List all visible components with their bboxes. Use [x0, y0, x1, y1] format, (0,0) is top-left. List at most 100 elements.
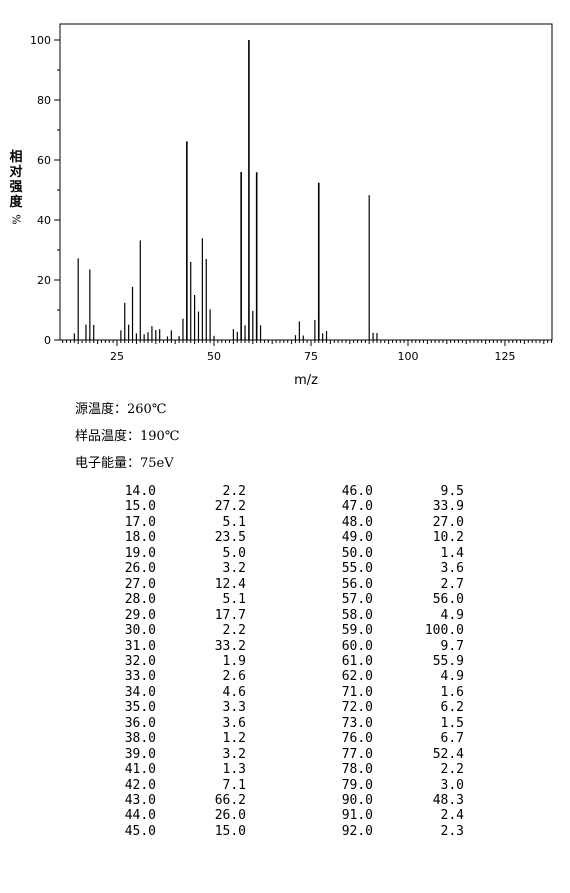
peak-intensity: 1.2: [222, 731, 246, 747]
peak-mz: 18.0: [124, 530, 156, 546]
peak-table-row: 56.0 2.7: [0, 577, 570, 592]
peak-intensity: 2.6: [222, 669, 246, 685]
peak-mz: 58.0: [341, 607, 373, 623]
peak-mz: 72.0: [341, 700, 373, 716]
peak-intensity: 9.7: [440, 638, 464, 654]
peak-mz: 78.0: [341, 762, 373, 778]
peak-table-row: 47.0 33.9: [0, 499, 570, 514]
peak-table-row: 77.0 52.4: [0, 747, 570, 762]
peak-intensity: 3.2: [222, 561, 246, 577]
peak-table-row: 35.0 3.3: [0, 700, 570, 715]
y-axis-label-unit: %: [9, 214, 23, 225]
sample-temperature: 样品温度：190℃: [75, 429, 180, 444]
peak-intensity: 4.9: [440, 669, 464, 685]
peak-intensity: 66.2: [214, 793, 246, 808]
peak-mz: 19.0: [124, 545, 156, 561]
peak-mz: 26.0: [124, 561, 156, 577]
peak-table-row: 90.0 48.3: [0, 793, 570, 808]
peak-intensity: 6.2: [440, 700, 464, 716]
y-tick-label: 80: [37, 94, 51, 107]
peak-intensity: 3.3: [222, 700, 246, 716]
peak-mz: 33.0: [124, 669, 156, 685]
peak-table-row: 73.0 1.5: [0, 716, 570, 731]
peak-mz: 29.0: [124, 607, 156, 623]
peak-intensity: 27.2: [214, 499, 246, 515]
peak-intensity: 1.5: [440, 715, 464, 731]
peak-table-row: 15.0 27.2: [0, 499, 570, 514]
peak-mz: 90.0: [341, 793, 373, 808]
y-tick-label: 0: [44, 334, 51, 347]
peak-mz: 14.0: [124, 484, 156, 499]
peak-intensity: 2.2: [222, 484, 246, 499]
y-tick-label: 40: [37, 214, 51, 227]
peak-intensity: 48.3: [432, 793, 464, 808]
peak-table-row: 39.0 3.2: [0, 747, 570, 762]
peak-mz: 59.0: [341, 623, 373, 639]
y-axis-label-char: 度: [9, 195, 23, 210]
peak-intensity: 9.5: [440, 484, 464, 499]
peak-table-row: 41.0 1.3: [0, 762, 570, 777]
peak-table-row: 59.0 100.0: [0, 623, 570, 638]
peak-mz: 30.0: [124, 623, 156, 639]
peak-table-row: 26.0 3.2: [0, 561, 570, 576]
peak-table-row: 92.0 2.3: [0, 824, 570, 839]
peak-table-row: 72.0 6.2: [0, 700, 570, 715]
x-axis-label: m/z: [294, 373, 318, 388]
peak-table-row: 29.0 17.7: [0, 608, 570, 623]
peak-intensity: 100.0: [424, 623, 464, 639]
peak-mz: 60.0: [341, 638, 373, 654]
peak-table-row: 36.0 3.6: [0, 716, 570, 731]
peak-mz: 39.0: [124, 746, 156, 762]
peak-mz: 41.0: [124, 762, 156, 778]
x-tick-label: 125: [495, 350, 516, 363]
peak-table-row: 45.0 15.0: [0, 824, 570, 839]
peak-intensity: 6.7: [440, 731, 464, 747]
peak-table-row: 91.0 2.4: [0, 808, 570, 823]
peak-intensity: 2.2: [222, 623, 246, 639]
peak-intensity: 27.0: [432, 514, 464, 530]
y-tick-label: 60: [37, 154, 51, 167]
peak-table-row: 17.0 5.1: [0, 515, 570, 530]
y-tick-label: 100: [30, 34, 51, 47]
peak-table-row: 79.0 3.0: [0, 778, 570, 793]
y-axis-label-char: 相: [9, 150, 23, 165]
peak-intensity: 5.1: [222, 592, 246, 608]
peak-intensity: 10.2: [432, 530, 464, 546]
peak-mz: 47.0: [341, 499, 373, 515]
peak-mz: 50.0: [341, 545, 373, 561]
peak-mz: 49.0: [341, 530, 373, 546]
peak-intensity: 5.1: [222, 514, 246, 530]
peak-intensity: 33.2: [214, 638, 246, 654]
peak-intensity: 56.0: [432, 592, 464, 608]
x-tick-label: 50: [207, 350, 221, 363]
peak-mz: 17.0: [124, 514, 156, 530]
peak-mz: 34.0: [124, 684, 156, 700]
peak-intensity: 3.6: [440, 561, 464, 577]
peak-intensity: 4.9: [440, 607, 464, 623]
peak-table-row: 14.0 2.2: [0, 484, 570, 499]
peak-mz: 92.0: [341, 823, 373, 839]
peak-mz: 55.0: [341, 561, 373, 577]
electron-energy: 电子能量：75eV: [75, 456, 174, 471]
peak-table-row: 42.0 7.1: [0, 778, 570, 793]
peak-mz: 43.0: [124, 793, 156, 808]
peak-table-row: 28.0 5.1: [0, 592, 570, 607]
peak-table-row: 32.0 1.9: [0, 654, 570, 669]
y-axis-label: 相对强度 %: [8, 150, 24, 227]
peak-intensity: 2.2: [440, 762, 464, 778]
y-tick-label: 20: [37, 274, 51, 287]
peak-intensity: 4.6: [222, 684, 246, 700]
plot-frame: [59, 23, 553, 341]
peak-mz: 56.0: [341, 576, 373, 592]
y-axis-label-char: 强: [9, 180, 23, 195]
peak-mz: 61.0: [341, 653, 373, 669]
peak-intensity: 3.0: [440, 777, 464, 793]
axes: 25 50 75 100 125 0 20 40 60 80 100: [30, 34, 553, 363]
peak-table-row: 44.0 26.0: [0, 808, 570, 823]
peak-intensity: 17.7: [214, 607, 246, 623]
peak-intensity: 1.4: [440, 545, 464, 561]
peak-table-row: 30.0 2.2: [0, 623, 570, 638]
peak-table-row: 58.0 4.9: [0, 608, 570, 623]
peak-intensity: 2.4: [440, 808, 464, 824]
peak-mz: 32.0: [124, 653, 156, 669]
